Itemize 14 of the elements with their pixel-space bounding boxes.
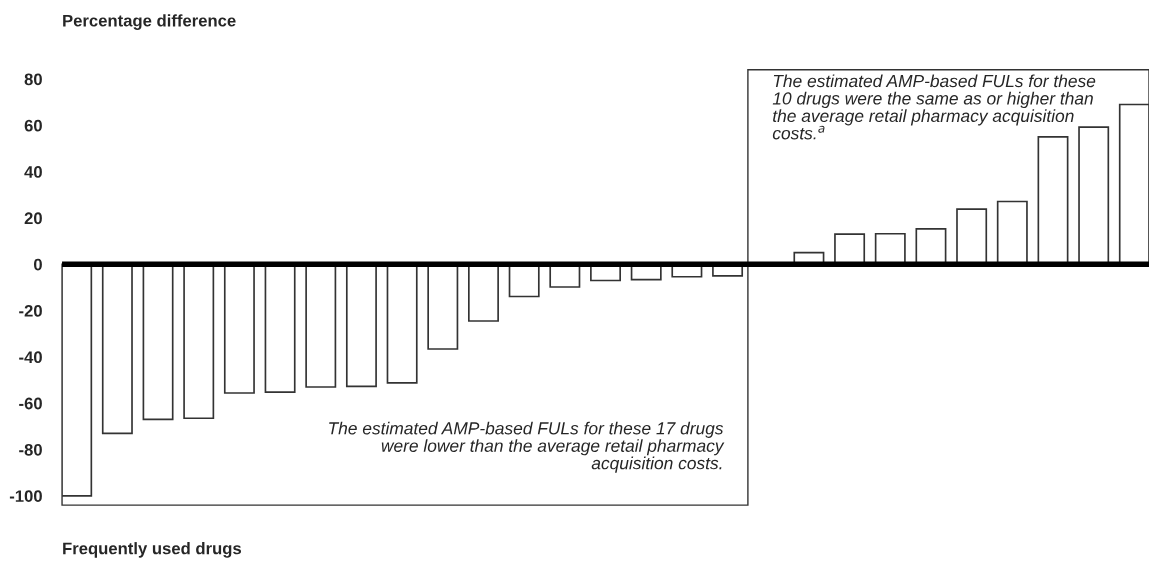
- y-tick-label: -40: [19, 351, 42, 364]
- y-tick-label: -80: [19, 443, 42, 456]
- y-tick-label: -60: [19, 397, 42, 410]
- chart-title: Percentage difference: [63, 14, 236, 30]
- y-tick-label: -100: [9, 490, 42, 503]
- y-tick-label: -20: [19, 304, 42, 317]
- y-tick-label: 40: [24, 166, 42, 178]
- annotation: The estimated AMP-based FULs for these 17 drugs were lower than the average retail pharmacy acquisition costs.: [329, 421, 725, 473]
- x-axis-title: Frequently used drugs: [63, 542, 242, 558]
- y-tick-label: 20: [24, 212, 42, 225]
- y-tick-label: 0: [33, 258, 42, 271]
- annotation: The estimated AMP-based FULs for these 10 drugs were the same as or higher than the average retail pharmacy acquisition costs.$^{a}$: [772, 74, 1096, 140]
- y-tick-label: 60: [24, 119, 42, 132]
- y-tick-label: 80: [24, 73, 42, 86]
